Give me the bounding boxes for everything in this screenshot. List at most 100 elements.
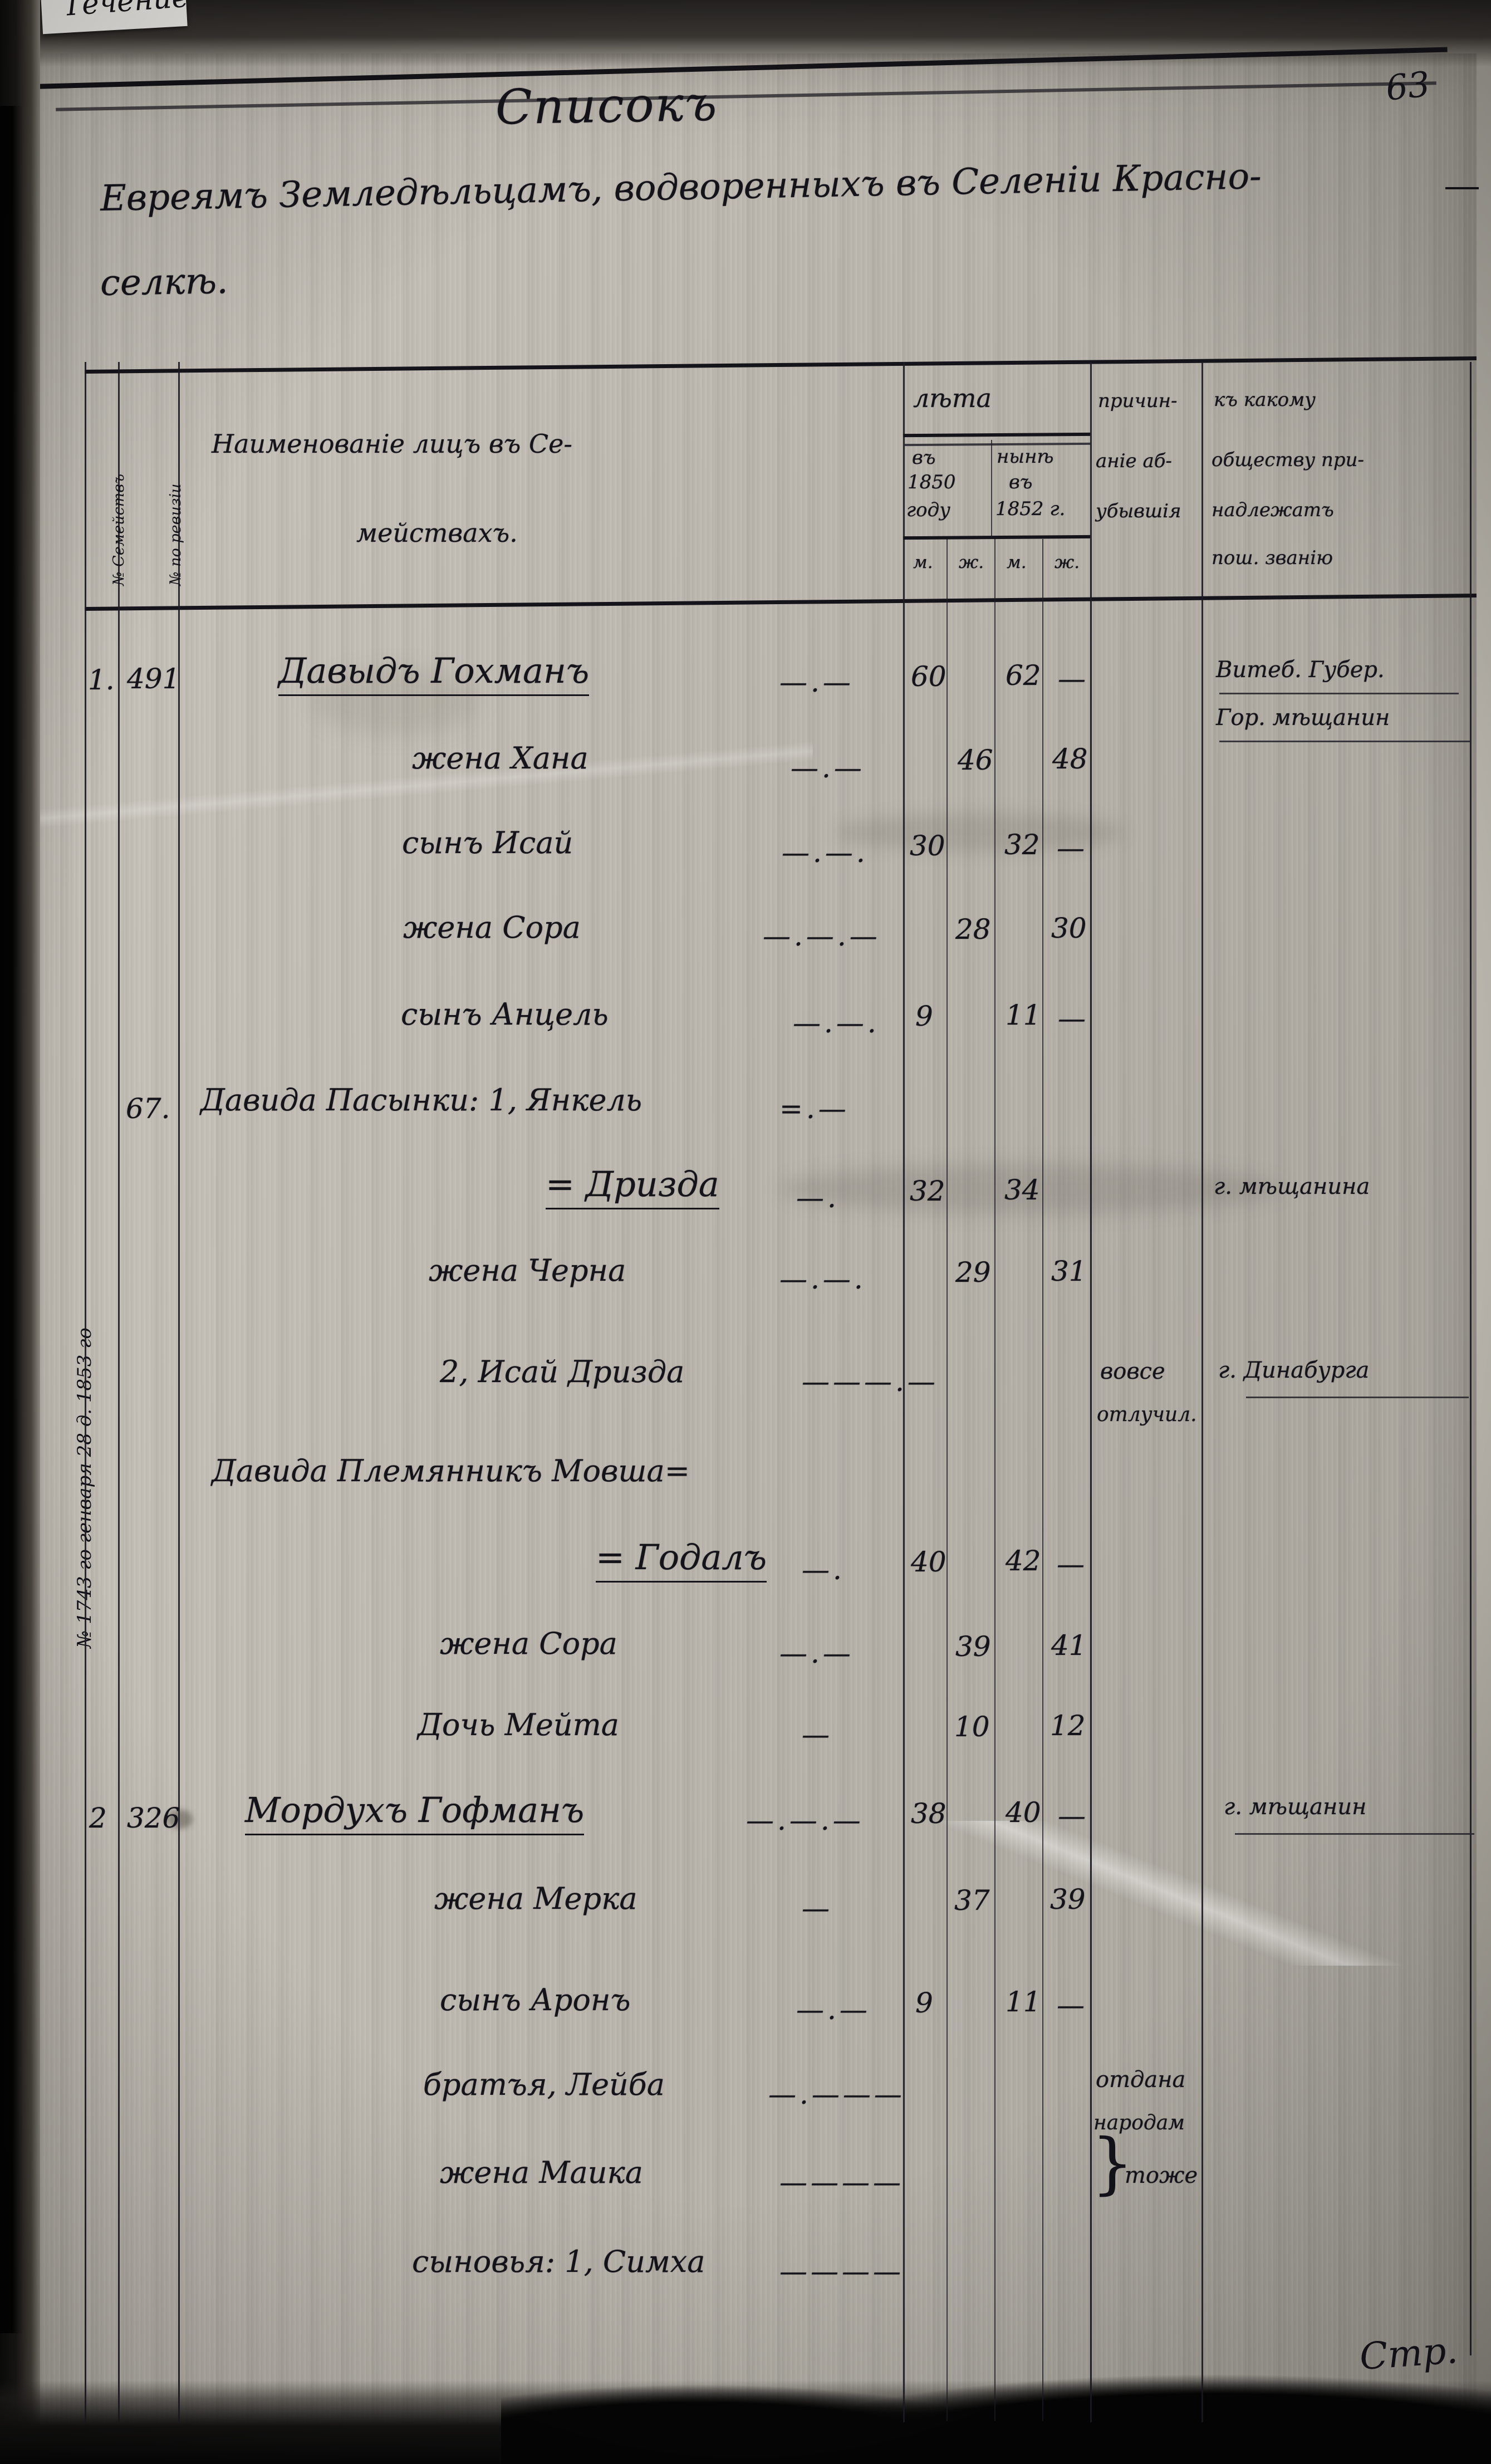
col-caption-reason-l1: причин- [1098,390,1178,412]
col-caption-names-line2: мействахъ. [356,518,518,548]
cell-society-line1: Витеб. Губер. [1216,657,1385,683]
page-title: Списокъ [495,76,719,136]
cell-age-w-1850: 37 [954,1884,990,1917]
col-caption-sex-w-1850: ж. [959,552,984,572]
cell-age-m-1850: 9 [915,1987,933,2019]
top-shadow-band [0,0,1491,67]
col-rule-society-right [1470,362,1472,2355]
cell-age-w-1852: 31 [1051,1255,1087,1287]
cell-person-name: 2, Исай Дризда [440,1354,685,1389]
cell-dash-filler: —.— [779,666,854,698]
cell-person-name: Давида Пасынки: 1, Янкель [200,1082,642,1118]
cell-person-name: Давида Племянникъ Мовша= [212,1453,690,1488]
cell-person-name: братъя, Лейба [423,2067,665,2102]
cell-dash-filler: —. [802,1554,845,1586]
years-split-rule [991,440,992,538]
cell-age-m-1850: 30 [910,830,945,862]
cell-dash-filler: — [802,1892,833,1924]
cell-family-number: 1. [88,664,115,696]
cell-age-m-1850: 32 [910,1175,945,1207]
cell-person-name: жена Черна [429,1253,626,1288]
cell-age-m-1852: 32 [1004,829,1040,861]
cell-age-w-1852: 12 [1050,1709,1086,1742]
cell-dash-trailing: — [1057,832,1088,864]
cell-dash-filler: —.—.— [763,920,881,952]
cell-age-w-1850: 46 [958,744,993,776]
cell-society-line1: г. мѣщанин [1224,1794,1367,1820]
cell-age-w-1850: 29 [955,1256,991,1289]
col-caption-1852-l1: нынѣ [997,445,1054,468]
cell-age-m-1850: 9 [915,1000,933,1032]
subtitle-hyphen-rule [1445,187,1479,189]
cell-dash-trailing: — [1058,1800,1089,1832]
cell-reason-line2: отлучил. [1097,1403,1197,1426]
col-rule-m1850 [946,539,948,2421]
cell-age-w-1852: 30 [1051,912,1087,944]
cell-age-w-1852: 39 [1050,1883,1086,1916]
cell-person-name: жена Сора [440,1626,617,1661]
cell-dash-filler: —.—. [779,1263,866,1295]
cell-person-name: сынъ Аронъ [440,1982,631,2017]
cell-dash-trailing: — [1058,1002,1089,1035]
cell-person-name: жена Сора [403,910,581,945]
cell-age-m-1850: 38 [911,1797,946,1830]
cell-person-name: сынъ Анцель [401,997,609,1032]
col-caption-1850-l1: въ [912,447,936,469]
cell-person-name: = Годалъ [596,1537,767,1583]
cell-reason-line1: тоже [1125,2163,1198,2188]
society-underline-2 [1219,741,1470,742]
cell-person-name: Дочь Мейта [418,1707,619,1742]
cell-age-m-1852: 40 [1006,1796,1041,1829]
cell-society-line1: г. мѣщанина [1214,1174,1370,1199]
society-underline-4 [1235,1833,1474,1835]
cell-dash-filler: —.— [779,1637,854,1669]
col-caption-society-l1: къ какому [1214,389,1316,411]
cell-society-line2: Гор. мѣщанин [1216,705,1390,731]
cell-age-m-1850: 60 [911,660,946,693]
cell-dash-filler: —.—.— [746,1804,864,1836]
col-caption-reason-l3: убывшiя [1096,500,1181,522]
page-signoff: Стр. [1358,2328,1459,2379]
cell-dash-filler: ———— [779,2255,904,2287]
col-caption-families: № Семействъ [110,474,127,586]
cell-age-w-1852: 41 [1051,1629,1087,1662]
cell-revision-number: 326 [127,1802,180,1834]
paper-sheet [29,53,1477,2459]
cell-dash-filler: — [802,1718,833,1751]
cell-dash-filler: ———.— [802,1365,939,1398]
col-caption-revision: № по ревизiи [167,483,184,586]
cell-person-name: жена Хана [412,741,588,776]
cell-age-m-1852: 11 [1006,1986,1041,2018]
cell-family-number: 2 [89,1802,107,1834]
col-caption-society-l3: надлежатъ [1212,499,1334,521]
slip-label: Течение [61,0,188,23]
cell-age-m-1850: 40 [911,1546,946,1578]
cell-dash-trailing: — [1057,1548,1088,1580]
cell-age-w-1850: 28 [955,913,991,946]
col-rule-names-right [903,362,905,2422]
col-rule-families-left [85,362,86,2422]
cell-person-name: Давыдъ Гохманъ [278,650,590,696]
col-rule-reason-left [1090,362,1092,2422]
col-rule-revision-right [178,362,180,2422]
cell-age-w-1850: 10 [954,1711,990,1743]
col-caption-1850-l3: году [906,499,950,521]
col-caption-1850-l2: 1850 [908,471,956,493]
cell-person-name: Мордухъ Гофманъ [245,1790,585,1835]
cell-person-name: жена Маика [440,2155,643,2190]
grouping-brace: } [1091,2125,1134,2202]
cell-dash-filler: —. [796,1182,840,1214]
cell-dash-filler: ———— [779,2166,904,2198]
col-caption-sex-m-1850: м. [913,552,933,572]
col-caption-society-l4: пош. званiю [1212,547,1333,569]
col-rule-w1850 [994,539,995,2421]
cell-age-w-1850: 39 [955,1630,991,1663]
cell-society-line1: г. Динабурга [1218,1358,1370,1383]
cell-dash-trailing: — [1058,663,1089,695]
subtitle-line-2: селкѣ. [100,261,229,304]
cell-age-m-1852: 42 [1006,1545,1041,1577]
cell-person-name: сынъ Исай [402,825,573,860]
cell-dash-filler: —.—. [782,836,869,869]
cell-reason-line2: народам [1093,2112,1185,2134]
